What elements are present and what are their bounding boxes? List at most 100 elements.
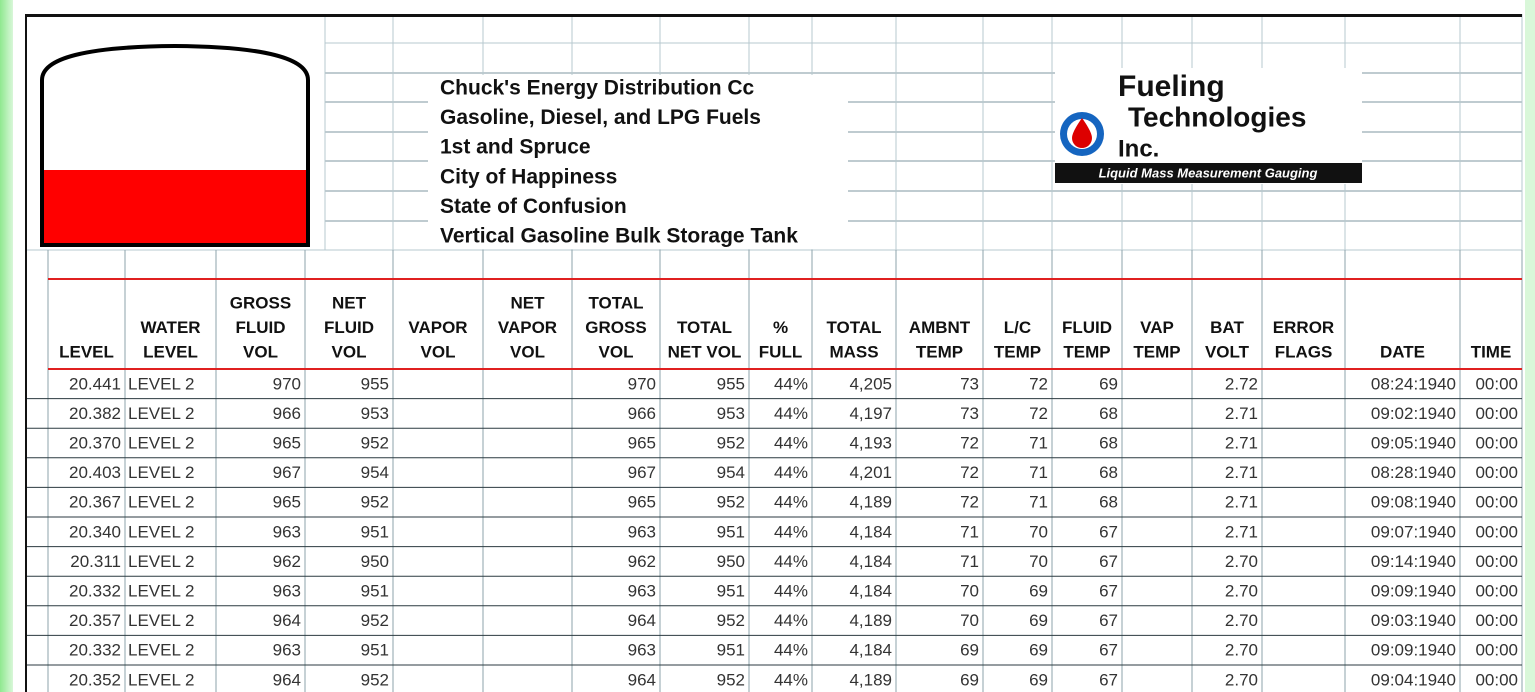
table-cell: 09:09:1940: [1371, 581, 1456, 600]
company-line: City of Happiness: [440, 165, 617, 188]
table-cell: 09:09:1940: [1371, 641, 1456, 660]
table-cell: 69: [1029, 611, 1048, 630]
table-cell: 70: [1029, 552, 1048, 571]
table-cell: 2.71: [1225, 433, 1258, 452]
column-header: TOTAL: [826, 318, 881, 337]
column-header: TEMP: [1133, 342, 1180, 361]
table-cell: 67: [1099, 522, 1118, 541]
spreadsheet: Chuck's Energy Distribution CcGasoline, …: [0, 0, 1535, 692]
table-cell: 44%: [774, 611, 808, 630]
column-header: VOL: [421, 342, 456, 361]
table-cell: 951: [717, 641, 745, 660]
column-header: VAP: [1140, 318, 1174, 337]
logo-name: Fueling: [1118, 70, 1225, 103]
column-header: MASS: [829, 342, 878, 361]
table-cell: 44%: [774, 463, 808, 482]
column-header: AMBNT: [909, 318, 971, 337]
table-cell: 966: [273, 404, 301, 423]
table-cell: LEVEL 2: [128, 611, 194, 630]
logo-tagline: Liquid Mass Measurement Gauging: [1099, 165, 1318, 180]
table-cell: 953: [717, 404, 745, 423]
table-cell: 09:14:1940: [1371, 552, 1456, 571]
table-cell: 4,184: [849, 552, 892, 571]
table-cell: 970: [273, 374, 301, 393]
column-header: LEVEL: [143, 342, 198, 361]
table-cell: 963: [628, 522, 656, 541]
table-cell: 20.332: [69, 581, 121, 600]
table-cell: 970: [628, 374, 656, 393]
table-cell: 00:00: [1475, 641, 1518, 660]
table-cell: 2.70: [1225, 611, 1258, 630]
table-cell: 964: [273, 611, 301, 630]
table-cell: 965: [273, 493, 301, 512]
left-margin: [0, 0, 13, 692]
table-cell: 4,197: [849, 404, 892, 423]
table-cell: 4,189: [849, 611, 892, 630]
table-cell: 00:00: [1475, 433, 1518, 452]
table-cell: 951: [361, 641, 389, 660]
table-cell: 2.70: [1225, 641, 1258, 660]
table-cell: 44%: [774, 433, 808, 452]
table-cell: 71: [1029, 433, 1048, 452]
table-cell: 69: [960, 641, 979, 660]
table-cell: 963: [273, 581, 301, 600]
column-header: FLUID: [235, 318, 285, 337]
column-header: TOTAL: [588, 293, 643, 312]
table-cell: 67: [1099, 611, 1118, 630]
table-cell: LEVEL 2: [128, 493, 194, 512]
table-cell: 4,184: [849, 581, 892, 600]
table-cell: 00:00: [1475, 493, 1518, 512]
table-cell: 68: [1099, 404, 1118, 423]
table-cell: 68: [1099, 493, 1118, 512]
table-cell: 69: [1029, 641, 1048, 660]
table-cell: 950: [361, 552, 389, 571]
table-cell: 2.71: [1225, 404, 1258, 423]
column-header: NET VOL: [668, 342, 742, 361]
table-cell: 68: [1099, 433, 1118, 452]
top-border: [25, 14, 1522, 17]
table-cell: 2.72: [1225, 374, 1258, 393]
tank-fill: [44, 170, 306, 243]
table-cell: 72: [960, 493, 979, 512]
table-cell: 70: [960, 611, 979, 630]
column-header: FLAGS: [1275, 342, 1333, 361]
column-header: BAT: [1210, 318, 1244, 337]
table-cell: 09:02:1940: [1371, 404, 1456, 423]
column-header: GROSS: [230, 293, 291, 312]
table-cell: 00:00: [1475, 581, 1518, 600]
company-line: Chuck's Energy Distribution Cc: [440, 77, 755, 100]
table-cell: 67: [1099, 641, 1118, 660]
table-cell: 73: [960, 404, 979, 423]
column-header: VOL: [510, 342, 545, 361]
table-cell: 68: [1099, 463, 1118, 482]
table-cell: 20.367: [69, 493, 121, 512]
column-header: %: [773, 318, 788, 337]
table-cell: 952: [717, 670, 745, 689]
table-cell: 69: [1029, 581, 1048, 600]
table-cell: 967: [273, 463, 301, 482]
table-cell: 2.70: [1225, 670, 1258, 689]
table-cell: 00:00: [1475, 611, 1518, 630]
table-cell: 4,193: [849, 433, 892, 452]
company-line: State of Confusion: [440, 195, 627, 218]
table-cell: 71: [1029, 493, 1048, 512]
table-cell: 44%: [774, 493, 808, 512]
table-cell: 09:04:1940: [1371, 670, 1456, 689]
company-line: 1st and Spruce: [440, 136, 591, 159]
table-cell: 965: [628, 493, 656, 512]
column-header: L/C: [1004, 318, 1031, 337]
table-cell: 967: [628, 463, 656, 482]
right-margin: [1525, 0, 1535, 692]
table-cell: 963: [273, 522, 301, 541]
column-header: NET: [332, 293, 367, 312]
column-header: WATER: [140, 318, 200, 337]
table-cell: 20.311: [70, 552, 121, 571]
table-cell: 952: [717, 611, 745, 630]
table-cell: 09:03:1940: [1371, 611, 1456, 630]
table-cell: 44%: [774, 552, 808, 571]
column-header: VAPOR: [498, 318, 557, 337]
column-header: TIME: [1471, 342, 1512, 361]
table-cell: 4,201: [849, 463, 892, 482]
table-cell: 964: [628, 611, 656, 630]
table-cell: 20.370: [69, 433, 121, 452]
